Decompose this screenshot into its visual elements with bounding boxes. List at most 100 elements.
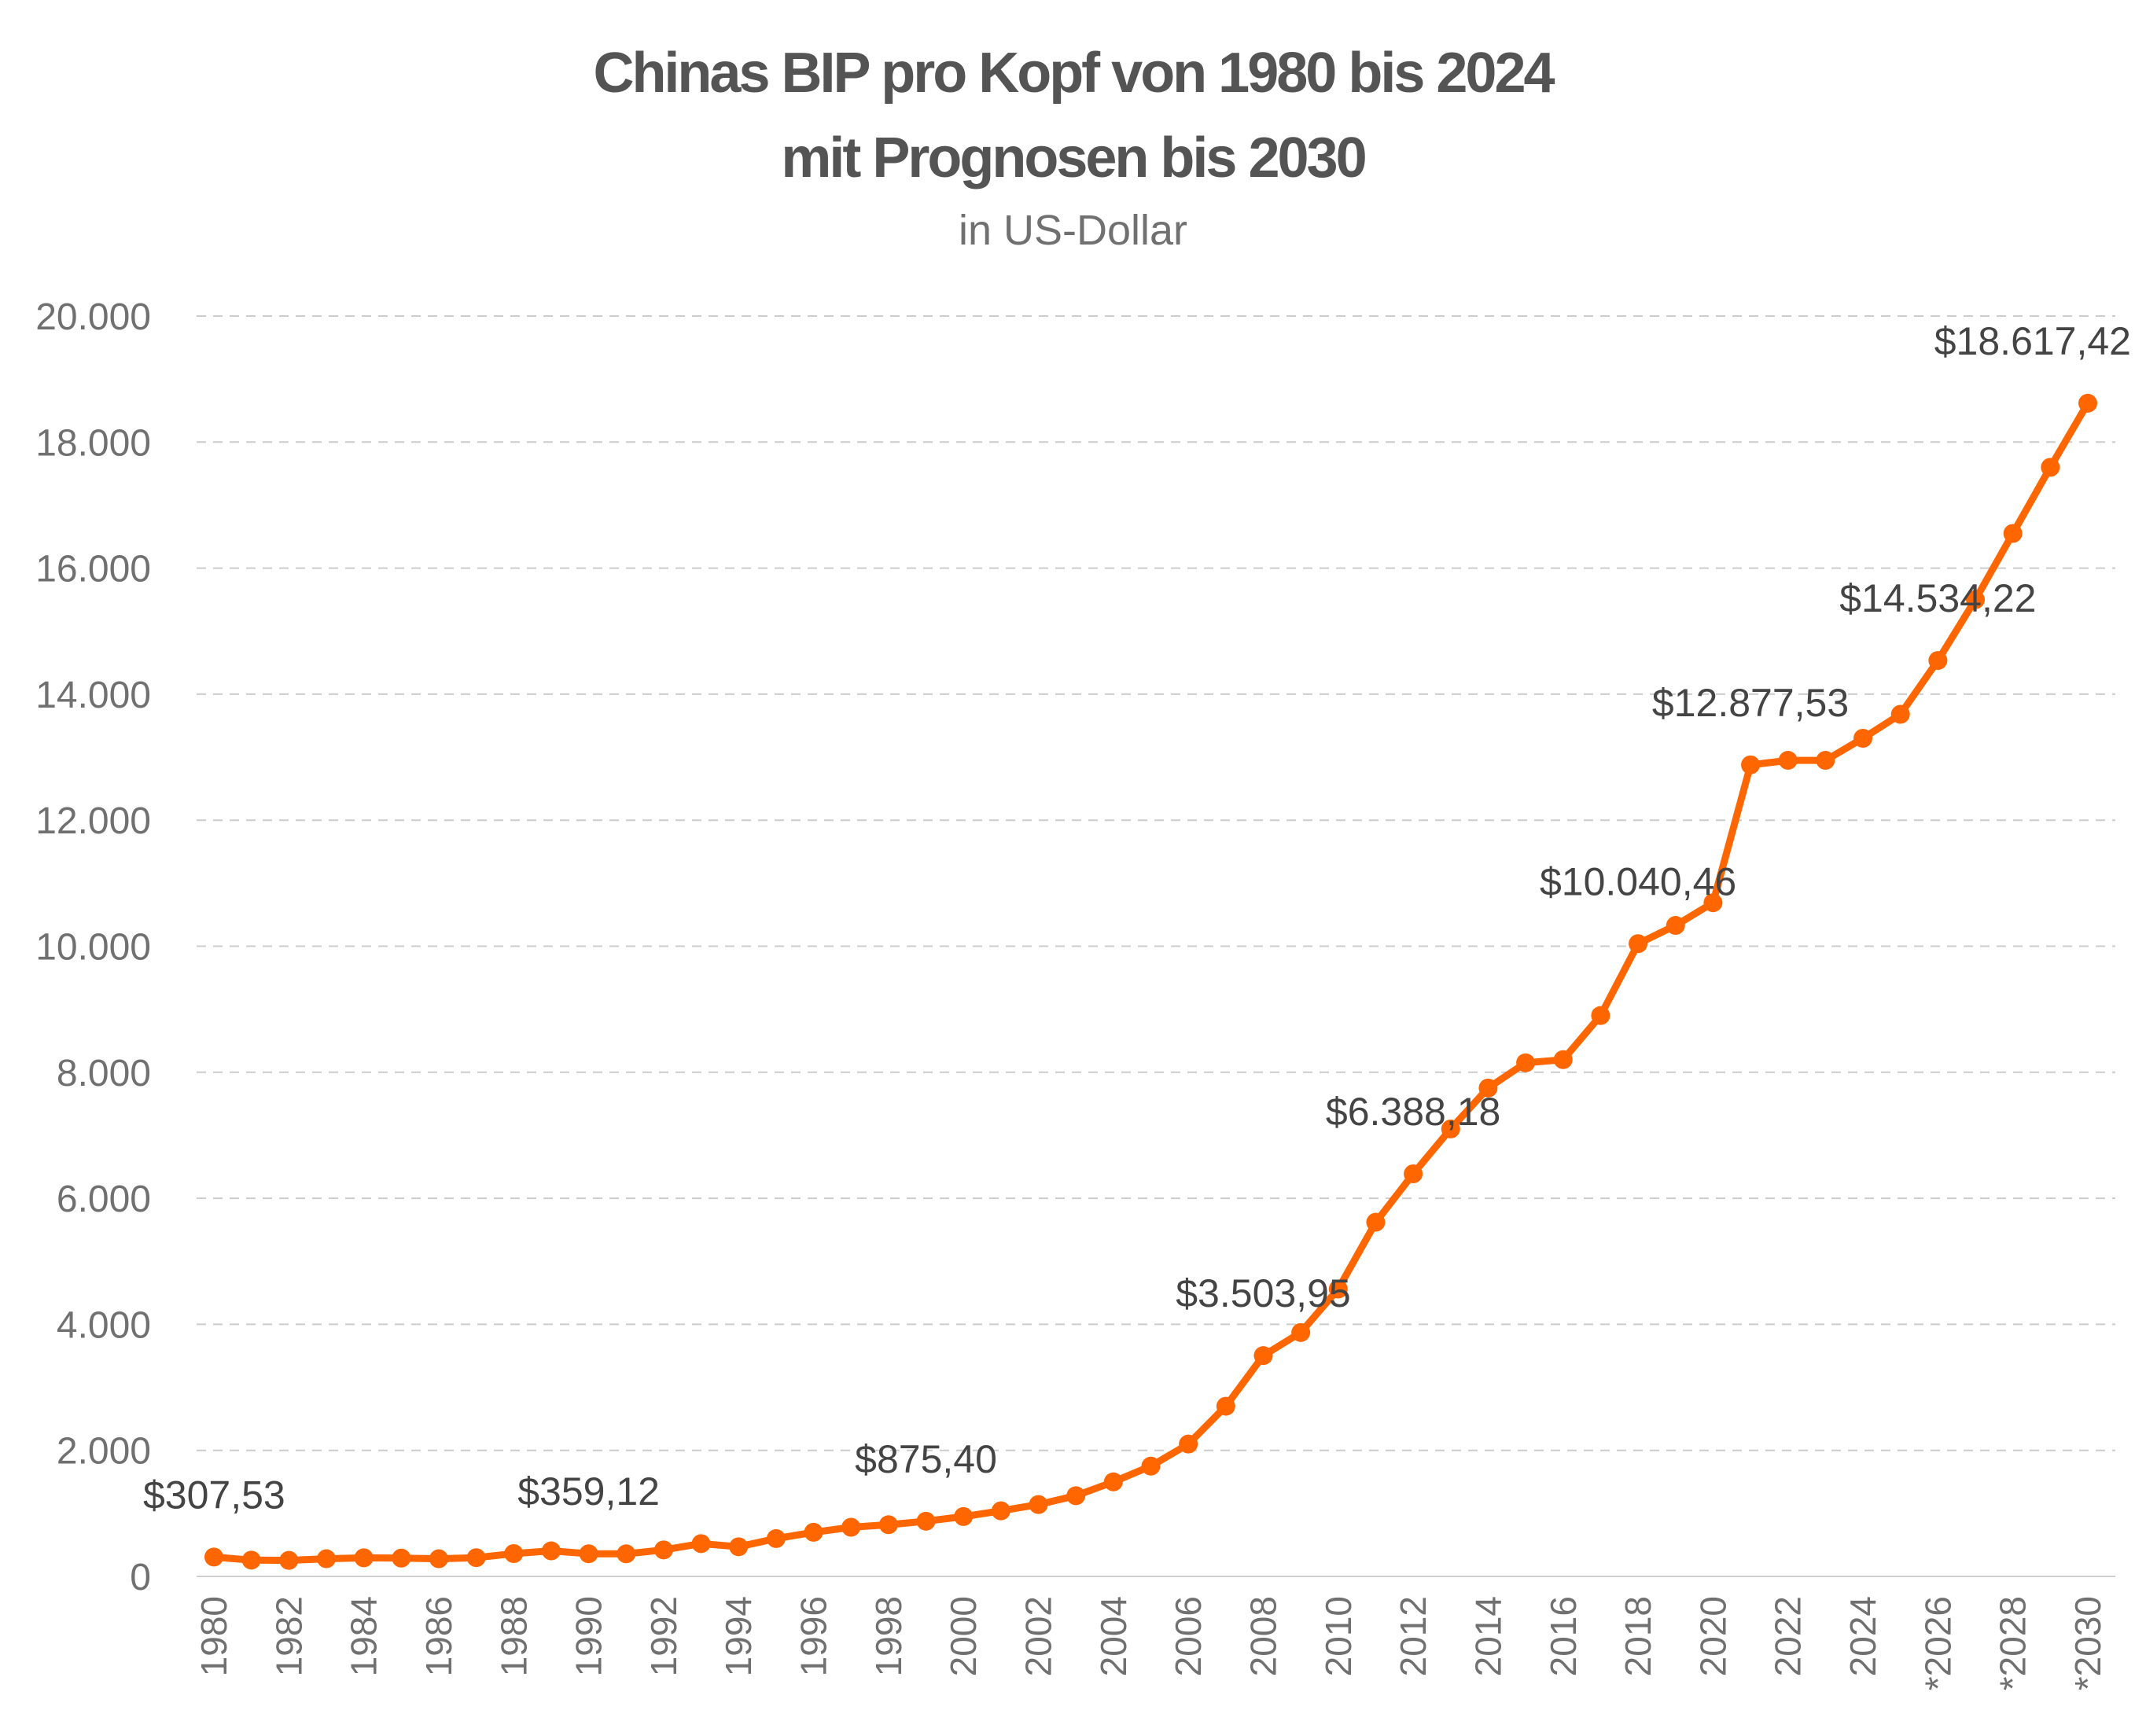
- data-point: [241, 1550, 261, 1570]
- data-labels: $307,53 $359,12 $875,40 $3.503,95 $6.388,18 $…: [143, 319, 2131, 1517]
- data-label: $3.503,95: [1176, 1271, 1350, 1315]
- x-tick-label: *2026: [1917, 1596, 1958, 1690]
- data-point: [2041, 458, 2060, 477]
- x-tick-label: 1992: [643, 1596, 684, 1676]
- y-tick-label: 20.000: [35, 296, 151, 338]
- x-tick-label: 1994: [718, 1596, 759, 1676]
- x-tick-label: 2012: [1393, 1596, 1434, 1676]
- data-point: [579, 1544, 598, 1564]
- x-tick-label: 1980: [193, 1596, 234, 1676]
- data-label: $10.040,46: [1540, 859, 1736, 903]
- data-point: [1141, 1456, 1161, 1476]
- data-point: [1216, 1396, 1235, 1416]
- data-point: [204, 1547, 223, 1567]
- data-point: [954, 1506, 974, 1526]
- data-point: [916, 1511, 936, 1531]
- x-tick-label: 2004: [1093, 1596, 1134, 1676]
- data-point: [1928, 651, 1948, 671]
- data-label: $12.877,53: [1652, 681, 1849, 725]
- x-tick-label: *2028: [1993, 1596, 2034, 1690]
- data-point: [541, 1541, 561, 1561]
- data-point: [354, 1548, 374, 1568]
- data-point: [1816, 751, 1835, 771]
- data-label: $307,53: [143, 1473, 285, 1517]
- x-tick-label: 2024: [1842, 1596, 1883, 1676]
- data-label: $875,40: [855, 1437, 997, 1481]
- y-tick-label: 0: [130, 1557, 151, 1598]
- y-tick-label: 14.000: [35, 675, 151, 716]
- data-point: [1966, 590, 1986, 609]
- data-point: [653, 1540, 673, 1560]
- data-point: [2078, 393, 2097, 413]
- y-tick-label: 6.000: [57, 1179, 151, 1220]
- data-point: [1366, 1212, 1386, 1232]
- y-tick-label: 12.000: [35, 800, 151, 842]
- y-tick-label: 18.000: [35, 422, 151, 464]
- data-point: [392, 1548, 411, 1568]
- x-tick-label: 1988: [493, 1596, 534, 1676]
- data-point: [1666, 916, 1685, 936]
- data-point: [617, 1544, 636, 1564]
- x-tick-label: 2022: [1768, 1596, 1809, 1676]
- chart-title-line-1: Chinas BIP pro Kopf von 1980 bis 2024: [593, 42, 1555, 105]
- x-tick-label: 1996: [793, 1596, 834, 1676]
- data-point: [1591, 1006, 1610, 1025]
- gridlines: [197, 315, 2115, 1451]
- data-point: [1703, 893, 1723, 913]
- x-tick-label: 2008: [1242, 1596, 1283, 1676]
- x-tick-label: 2020: [1692, 1596, 1733, 1676]
- x-tick-label: 2006: [1168, 1596, 1209, 1676]
- data-point: [1853, 729, 1873, 748]
- data-point: [429, 1549, 448, 1569]
- data-point: [2003, 524, 2023, 543]
- data-point: [804, 1522, 823, 1542]
- data-point: [1066, 1486, 1086, 1506]
- chart-subtitle: in US-Dollar: [958, 207, 1188, 254]
- data-point: [1291, 1322, 1311, 1342]
- data-point: [1516, 1053, 1536, 1072]
- x-tick-label: 2014: [1467, 1596, 1508, 1676]
- data-label: $6.388,18: [1326, 1090, 1500, 1134]
- data-point: [1253, 1346, 1273, 1366]
- data-point: [279, 1550, 299, 1570]
- x-tick-label: 1982: [268, 1596, 309, 1676]
- x-tick-label: 2016: [1543, 1596, 1584, 1676]
- x-tick-label: 2000: [943, 1596, 984, 1676]
- data-point: [1778, 751, 1798, 771]
- data-label: $14.534,22: [1839, 576, 2036, 620]
- data-series: [204, 393, 2097, 1570]
- x-tick-label: 1990: [569, 1596, 609, 1676]
- data-point: [1029, 1495, 1048, 1514]
- data-label: $18.617,42: [1934, 319, 2131, 363]
- x-tick-label: 1984: [344, 1596, 385, 1676]
- data-point: [1553, 1050, 1573, 1069]
- data-point: [1404, 1164, 1423, 1183]
- data-point: [1179, 1434, 1198, 1454]
- x-tick-label: 1986: [418, 1596, 459, 1676]
- x-tick-label: *2030: [2067, 1596, 2108, 1690]
- series-line: [210, 399, 2092, 1565]
- x-tick-label: 2010: [1318, 1596, 1359, 1676]
- y-tick-label: 2.000: [57, 1431, 151, 1473]
- data-point: [691, 1534, 711, 1554]
- y-tick-label: 10.000: [35, 927, 151, 969]
- data-point: [1629, 934, 1648, 954]
- x-tick-label: 2018: [1618, 1596, 1658, 1676]
- data-point: [316, 1549, 336, 1569]
- data-point: [1441, 1119, 1460, 1138]
- data-point: [1478, 1078, 1498, 1098]
- data-point: [1103, 1472, 1123, 1491]
- y-axis: 0 2.000 4.000 6.000 8.000 10.000 12.000 14.000 1…: [35, 296, 151, 1598]
- data-point: [1890, 704, 1910, 724]
- data-point: [991, 1501, 1010, 1521]
- x-tick-label: 1998: [868, 1596, 909, 1676]
- data-point: [1741, 755, 1761, 774]
- y-tick-label: 4.000: [57, 1304, 151, 1346]
- data-point: [729, 1537, 749, 1557]
- data-point: [466, 1548, 486, 1568]
- y-tick-label: 8.000: [57, 1053, 151, 1094]
- data-point: [1328, 1279, 1348, 1299]
- data-label: $359,12: [517, 1469, 660, 1513]
- data-point: [504, 1543, 524, 1563]
